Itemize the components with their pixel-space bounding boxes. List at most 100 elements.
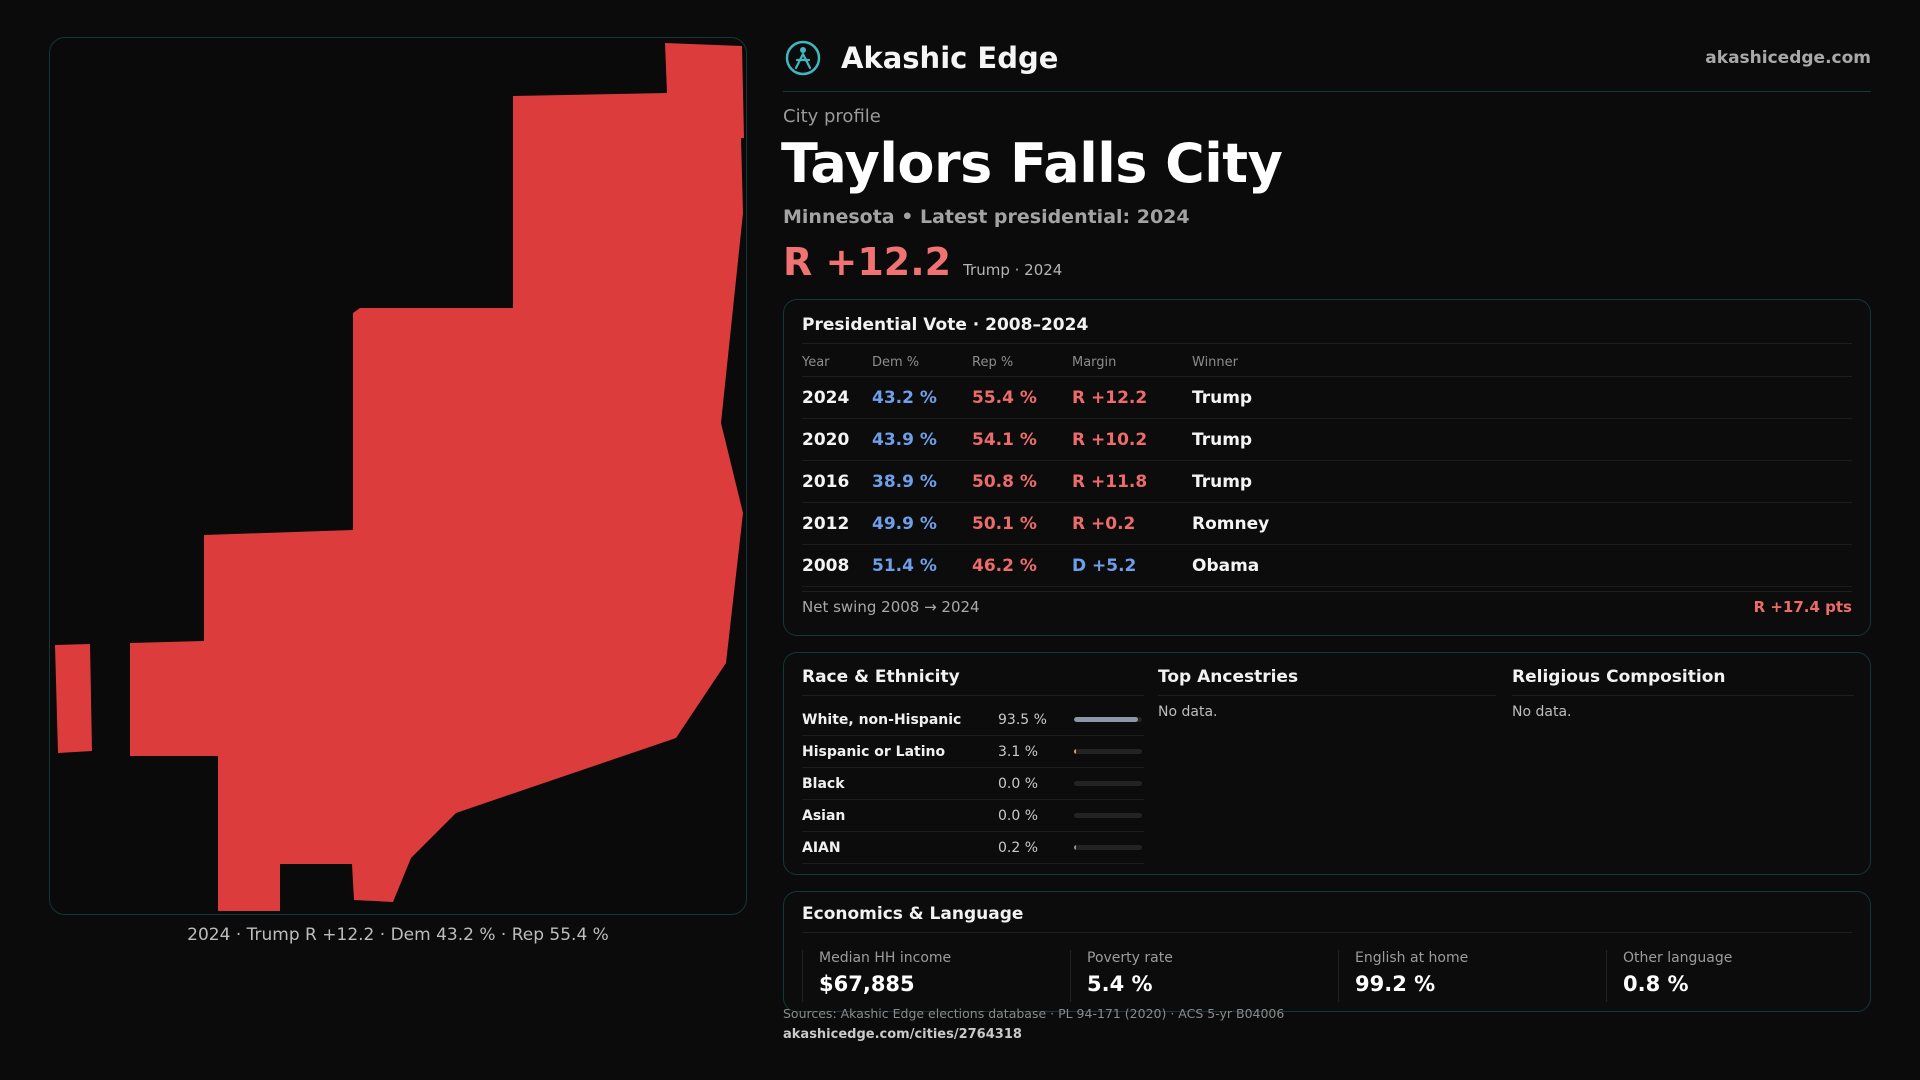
net-swing-footer: Net swing 2008 → 2024 R +17.4 pts [802, 591, 1852, 621]
cell-dem: 43.9 % [872, 429, 937, 450]
header-rep: Rep % [972, 355, 1014, 370]
race-bar [1074, 717, 1142, 722]
city-boundary-map [49, 37, 747, 915]
city-boundary-shape [130, 43, 744, 911]
religion-section: Religious Composition No data. [1512, 667, 1854, 720]
page-subtitle: Minnesota • Latest presidential: 2024 [783, 206, 1190, 228]
stat-value: 99.2 % [1355, 972, 1436, 996]
header-winner: Winner [1192, 355, 1239, 370]
stat-label: Median HH income [819, 950, 952, 966]
header-dem: Dem % [872, 355, 920, 370]
race-list: White, non-Hispanic 93.5 % Hispanic or L… [802, 704, 1144, 864]
cell-margin: R +10.2 [1072, 429, 1148, 450]
compass-people-icon[interactable] [783, 38, 823, 78]
stat-label: Other language [1623, 950, 1733, 966]
vote-title-divider [802, 343, 1852, 344]
ancestries-title: Top Ancestries [1158, 667, 1496, 696]
race-bar [1074, 813, 1142, 818]
stat-english-home: English at home 99.2 % [1338, 950, 1590, 1002]
cell-winner: Trump [1192, 429, 1253, 450]
race-value: 0.2 % [998, 839, 1039, 856]
race-label: White, non-Hispanic [802, 711, 962, 728]
list-item: Black 0.0 % [802, 768, 1144, 800]
city-boundary-svg [55, 43, 744, 911]
page-eyebrow: City profile [783, 106, 881, 127]
page-title: Taylors Falls City [781, 132, 1283, 195]
header-divider [783, 91, 1871, 92]
cell-margin: D +5.2 [1072, 555, 1137, 576]
cell-dem: 49.9 % [872, 513, 937, 534]
cell-dem: 43.2 % [872, 387, 937, 408]
race-label: Asian [802, 807, 846, 824]
religion-empty: No data. [1512, 704, 1572, 720]
economics-language-card: Economics & Language Median HH income $6… [783, 891, 1871, 1012]
net-swing-value: R +17.4 pts [1753, 597, 1852, 616]
race-bar-fill [1074, 749, 1077, 754]
race-label: AIAN [802, 839, 841, 856]
race-bar [1074, 845, 1142, 850]
header-year: Year [802, 355, 830, 370]
vote-card-title: Presidential Vote · 2008–2024 [802, 315, 1089, 335]
stat-value: 5.4 % [1087, 972, 1153, 996]
race-value: 0.0 % [998, 807, 1039, 824]
presidential-vote-card: Presidential Vote · 2008–2024 Year Dem %… [783, 299, 1871, 636]
header-margin: Margin [1072, 355, 1117, 370]
race-label: Hispanic or Latino [802, 743, 946, 760]
cell-margin: R +11.8 [1072, 471, 1148, 492]
econ-title-divider [802, 932, 1852, 933]
econ-title: Economics & Language [802, 904, 1024, 924]
list-item: Hispanic or Latino 3.1 % [802, 736, 1144, 768]
cell-margin: R +0.2 [1072, 513, 1136, 534]
brand-url-link[interactable]: akashicedge.com [1705, 48, 1871, 68]
race-title: Race & Ethnicity [802, 667, 1144, 696]
cell-winner: Romney [1192, 513, 1270, 534]
table-row: 2008 51.4 % 46.2 % D +5.2 Obama [802, 545, 1852, 587]
race-bar-fill [1074, 845, 1077, 850]
ancestries-section: Top Ancestries No data. [1158, 667, 1496, 720]
cell-winner: Obama [1192, 555, 1260, 576]
list-item: White, non-Hispanic 93.5 % [802, 704, 1144, 736]
stat-label: Poverty rate [1087, 950, 1173, 966]
brand-name[interactable]: Akashic Edge [841, 41, 1059, 75]
stat-other-language: Other language 0.8 % [1606, 950, 1858, 1002]
table-row: 2024 43.2 % 55.4 % R +12.2 Trump [802, 377, 1852, 419]
cell-winner: Trump [1192, 471, 1253, 492]
cell-winner: Trump [1192, 387, 1253, 408]
race-ethnicity-section: Race & Ethnicity White, non-Hispanic 93.… [802, 667, 1144, 864]
race-bar [1074, 749, 1142, 754]
stat-poverty-rate: Poverty rate 5.4 % [1070, 950, 1322, 1002]
source-url-link[interactable]: akashicedge.com/cities/2764318 [783, 1027, 1022, 1042]
vote-table-header: Year Dem % Rep % Margin Winner [802, 349, 1852, 377]
race-bar [1074, 781, 1142, 786]
cell-year: 2016 [802, 471, 850, 492]
cell-dem: 38.9 % [872, 471, 937, 492]
cell-year: 2012 [802, 513, 850, 534]
brand-bar: Akashic Edge akashicedge.com [783, 38, 1871, 78]
headline-result: R +12.2 Trump · 2024 [783, 240, 1062, 284]
cell-rep: 50.8 % [972, 471, 1037, 492]
ancestries-empty: No data. [1158, 704, 1218, 720]
cell-year: 2020 [802, 429, 850, 450]
race-bar-fill [1074, 717, 1138, 722]
cell-dem: 51.4 % [872, 555, 937, 576]
table-row: 2016 38.9 % 50.8 % R +11.8 Trump [802, 461, 1852, 503]
race-value: 93.5 % [998, 711, 1047, 728]
cell-rep: 50.1 % [972, 513, 1037, 534]
cell-rep: 54.1 % [972, 429, 1037, 450]
table-row: 2012 49.9 % 50.1 % R +0.2 Romney [802, 503, 1852, 545]
stat-label: English at home [1355, 950, 1469, 966]
stat-value: $67,885 [819, 972, 915, 996]
map-caption: 2024 · Trump R +12.2 · Dem 43.2 % · Rep … [187, 925, 609, 945]
religion-title: Religious Composition [1512, 667, 1854, 696]
race-value: 0.0 % [998, 775, 1039, 792]
race-label: Black [802, 775, 845, 792]
city-boundary-shape-west [55, 644, 92, 753]
stat-median-income: Median HH income $67,885 [802, 950, 1054, 1002]
headline-margin: R +12.2 [783, 240, 952, 284]
race-value: 3.1 % [998, 743, 1039, 760]
list-item: Asian 0.0 % [802, 800, 1144, 832]
cell-year: 2024 [802, 387, 850, 408]
cell-year: 2008 [802, 555, 850, 576]
table-row: 2020 43.9 % 54.1 % R +10.2 Trump [802, 419, 1852, 461]
demographics-card: Race & Ethnicity White, non-Hispanic 93.… [783, 652, 1871, 875]
